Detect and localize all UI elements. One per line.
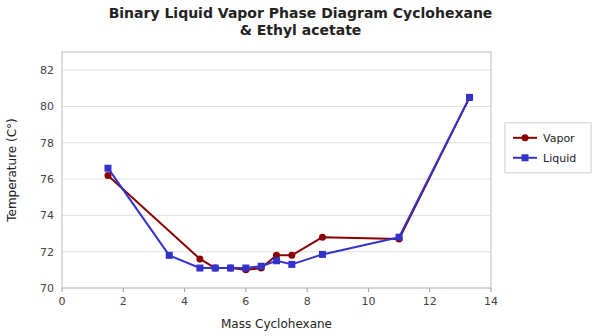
grid <box>62 70 491 288</box>
grid-line <box>62 215 491 216</box>
point <box>258 263 265 270</box>
x-tick <box>307 288 308 292</box>
x-tick <box>184 288 185 292</box>
x-tick <box>429 288 430 292</box>
x-tick-label: 0 <box>59 295 66 308</box>
point <box>227 265 234 272</box>
y-tick-label: 80 <box>40 100 54 113</box>
title-line: & Ethyl acetate <box>240 22 362 38</box>
point <box>288 252 295 259</box>
legend-marker <box>522 134 529 141</box>
x-tick-label: 2 <box>120 295 127 308</box>
legend-box <box>505 123 591 173</box>
chart: Binary Liquid Vapor Phase Diagram Cycloh… <box>0 0 601 336</box>
point <box>396 234 403 241</box>
x-tick-label: 4 <box>181 295 188 308</box>
y-tick-label: 70 <box>40 282 54 295</box>
point <box>196 265 203 272</box>
series <box>104 94 473 272</box>
plot-frame <box>62 52 491 288</box>
point <box>319 251 326 258</box>
x-tick <box>491 288 492 292</box>
series-line <box>108 97 470 269</box>
point <box>466 94 473 101</box>
x-tick-label: 14 <box>484 295 498 308</box>
point <box>466 94 473 101</box>
grid-line <box>62 142 491 143</box>
x-tick <box>123 288 124 292</box>
point <box>166 252 173 259</box>
point <box>288 261 295 268</box>
x-tick <box>62 288 63 292</box>
x-tick-label: 12 <box>423 295 437 308</box>
x-axis-label: Mass Cyclohexane <box>221 317 332 331</box>
point <box>104 165 111 172</box>
legend-marker <box>522 154 529 161</box>
title: Binary Liquid Vapor Phase Diagram Cycloh… <box>109 5 493 38</box>
y-axis-label: Temperature (C°) <box>5 118 19 223</box>
grid-line <box>62 179 491 180</box>
point <box>319 234 326 241</box>
grid-line <box>62 106 491 107</box>
x-tick-label: 8 <box>304 295 311 308</box>
point <box>273 257 280 264</box>
y-tick-label: 74 <box>40 209 54 222</box>
point <box>212 265 219 272</box>
y-tick-label: 78 <box>40 137 54 150</box>
title-line: Binary Liquid Vapor Phase Diagram Cycloh… <box>109 5 493 21</box>
point <box>196 255 203 262</box>
x-tick-label: 6 <box>242 295 249 308</box>
y-tick-label: 82 <box>40 64 54 77</box>
y-tick-label: 76 <box>40 173 54 186</box>
x-tick-label: 10 <box>361 295 375 308</box>
y-tick-label: 72 <box>40 246 54 259</box>
x-tick <box>245 288 246 292</box>
point <box>242 265 249 272</box>
series-line <box>108 97 470 268</box>
point <box>227 265 234 272</box>
point <box>212 265 219 272</box>
plot-area <box>104 94 473 273</box>
legend-label: Vapor <box>543 132 575 145</box>
legend: Vapor Liquid <box>505 123 591 173</box>
x-tick <box>368 288 369 292</box>
grid-line <box>62 70 491 71</box>
series <box>104 94 473 273</box>
legend-label: Liquid <box>543 152 576 165</box>
